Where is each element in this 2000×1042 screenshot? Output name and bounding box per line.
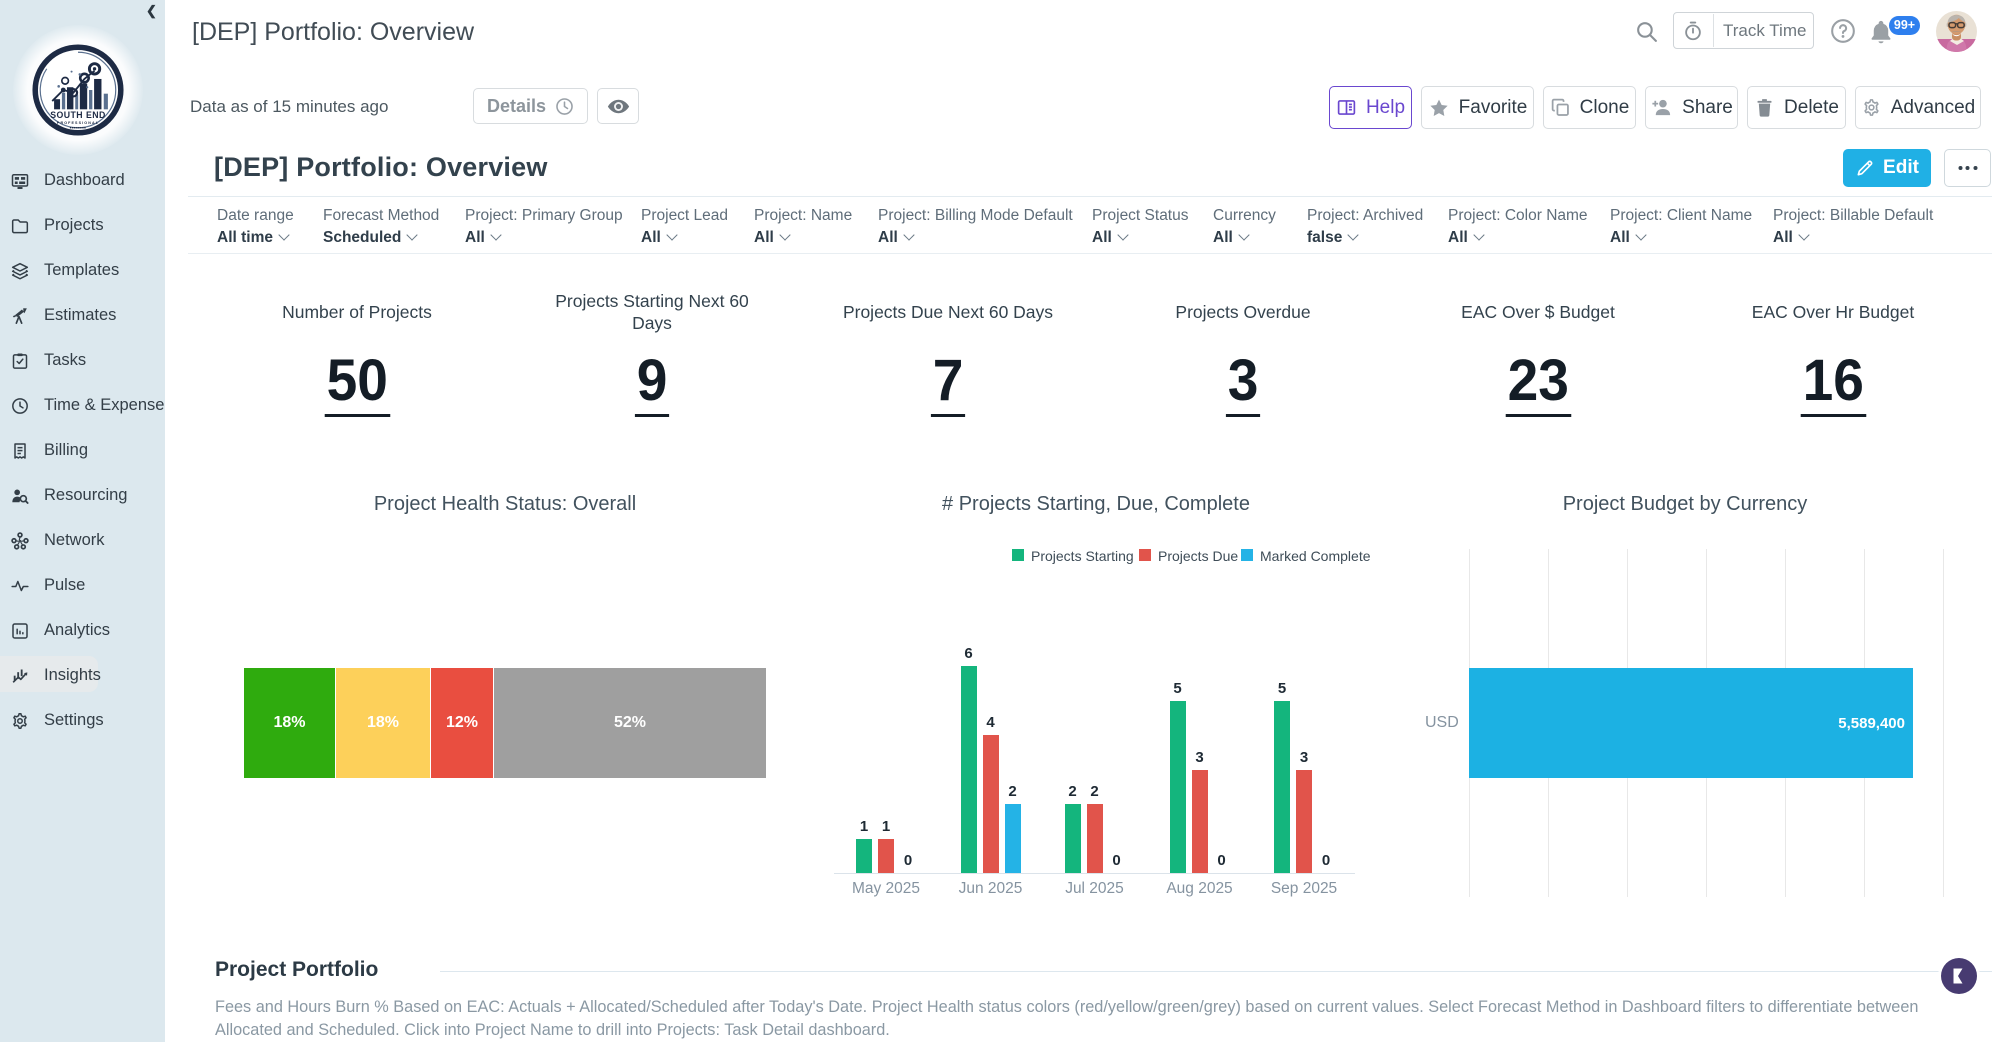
svg-text:SOUTH END: SOUTH END [50,110,106,120]
svg-text:PROFESSIONAL: PROFESSIONAL [57,121,99,125]
svg-text:■■■■■■■■: ■■■■■■■■ [70,126,86,130]
